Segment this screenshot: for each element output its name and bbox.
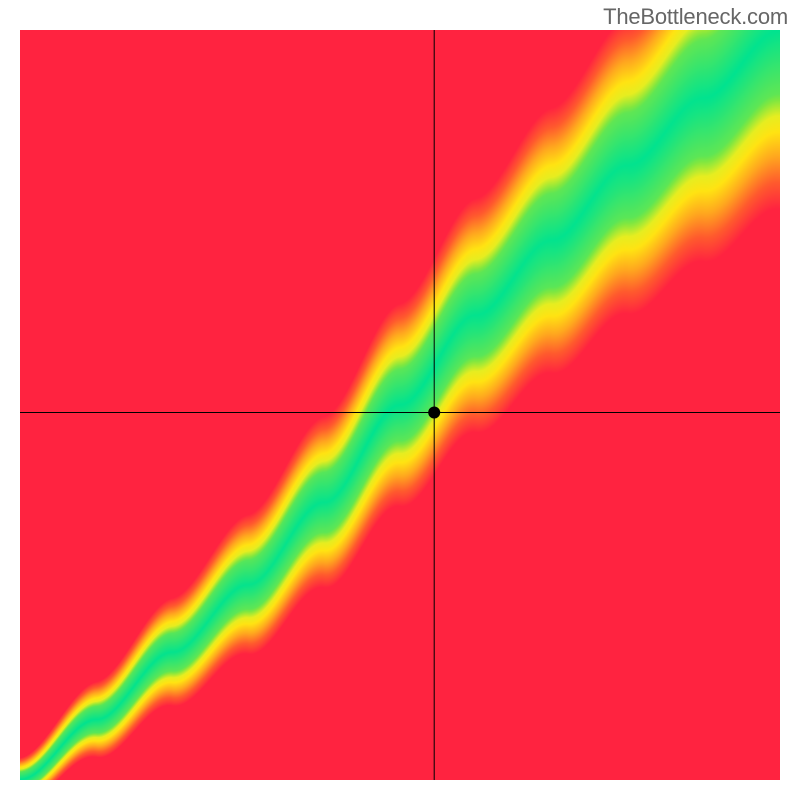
chart-container: TheBottleneck.com — [0, 0, 800, 800]
bottleneck-heatmap — [0, 0, 800, 800]
watermark-text: TheBottleneck.com — [603, 4, 788, 30]
